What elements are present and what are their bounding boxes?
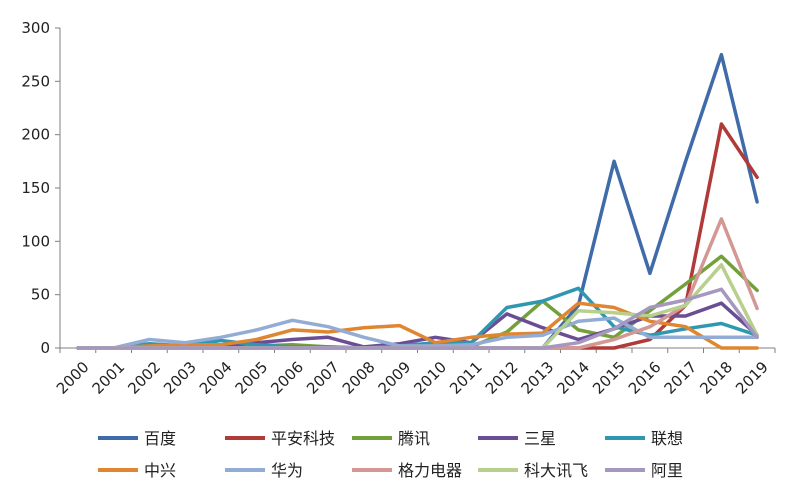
legend-label: 华为 bbox=[271, 461, 303, 480]
legend-item-8: 科大讯飞 bbox=[478, 461, 588, 480]
series-line-9 bbox=[76, 287, 759, 350]
legend-item-2: 腾讯 bbox=[352, 429, 430, 448]
y-tick-label: 50 bbox=[31, 286, 50, 304]
legend-item-5: 中兴 bbox=[98, 461, 176, 480]
legend-item-1: 平安科技 bbox=[225, 429, 335, 448]
x-tick-label: 2019 bbox=[732, 358, 772, 398]
legend-item-0: 百度 bbox=[98, 429, 176, 448]
axes bbox=[59, 28, 775, 349]
legend-label: 中兴 bbox=[144, 461, 176, 480]
legend-label: 平安科技 bbox=[271, 429, 335, 448]
x-tick-label: 2006 bbox=[267, 358, 307, 398]
legend-label: 百度 bbox=[144, 429, 176, 448]
y-tick-label: 150 bbox=[21, 179, 50, 197]
x-tick-label: 2016 bbox=[625, 358, 665, 398]
x-tick-label: 2012 bbox=[482, 358, 522, 398]
x-tick-label: 2014 bbox=[553, 358, 593, 398]
x-tick-label: 2018 bbox=[696, 358, 736, 398]
legend-item-4: 联想 bbox=[605, 429, 683, 448]
y-tick-label: 100 bbox=[21, 232, 50, 250]
y-tick-label: 300 bbox=[21, 19, 50, 37]
x-tick-labels: 2000200120022003200420052006200720082009… bbox=[53, 348, 776, 398]
y-tick-label: 0 bbox=[40, 339, 50, 357]
x-tick-label: 2000 bbox=[53, 358, 93, 398]
legend-label: 三星 bbox=[524, 429, 556, 448]
legend-label: 格力电器 bbox=[398, 461, 462, 480]
x-tick-label: 2003 bbox=[160, 358, 200, 398]
x-tick-label: 2009 bbox=[375, 358, 415, 398]
y-tick-label: 200 bbox=[21, 126, 50, 144]
x-tick-label: 2002 bbox=[124, 358, 164, 398]
legend-label: 联想 bbox=[651, 429, 683, 448]
legend-item-9: 阿里 bbox=[605, 461, 683, 480]
legend-label: 阿里 bbox=[651, 461, 683, 480]
legend-label: 腾讯 bbox=[398, 429, 430, 448]
x-tick-label: 2015 bbox=[589, 358, 629, 398]
x-tick-label: 2005 bbox=[232, 358, 272, 398]
series-lines bbox=[76, 52, 759, 350]
legend-item-3: 三星 bbox=[478, 429, 556, 448]
series-line-6 bbox=[76, 316, 759, 350]
y-tick-label: 250 bbox=[21, 72, 50, 90]
series-line-7 bbox=[76, 217, 759, 350]
series-line-5 bbox=[76, 301, 759, 350]
x-tick-label: 2010 bbox=[410, 358, 450, 398]
x-tick-label: 2001 bbox=[89, 358, 129, 398]
x-tick-label: 2011 bbox=[446, 358, 486, 398]
x-tick-label: 2008 bbox=[339, 358, 379, 398]
x-tick-label: 2004 bbox=[196, 358, 236, 398]
legend-item-7: 格力电器 bbox=[352, 461, 462, 480]
x-tick-label: 2007 bbox=[303, 358, 343, 398]
legend-label: 科大讯飞 bbox=[524, 461, 588, 480]
x-tick-label: 2017 bbox=[661, 358, 701, 398]
x-tick-label: 2013 bbox=[518, 358, 558, 398]
legend-item-6: 华为 bbox=[225, 461, 303, 480]
series-line-0 bbox=[76, 52, 759, 350]
y-tick-labels: 0 50 100 150 200 250 300 bbox=[21, 19, 60, 357]
